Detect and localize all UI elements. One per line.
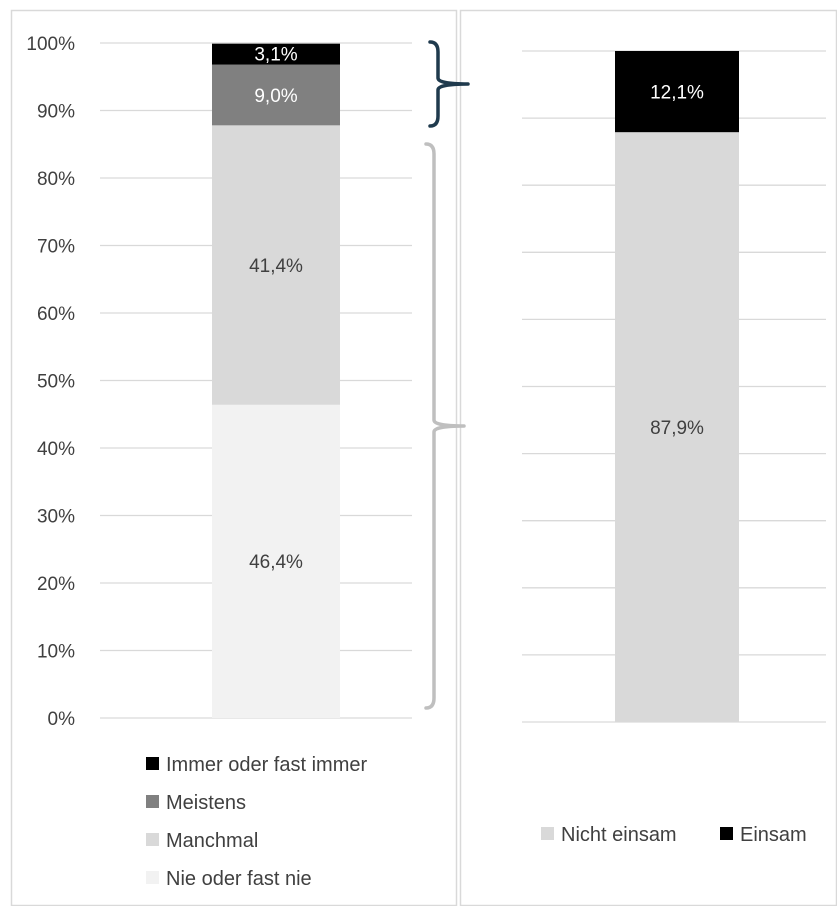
- left-y-tick-label: 90%: [37, 102, 75, 123]
- left-y-tick-label: 10%: [37, 642, 75, 663]
- left-legend-swatch: [146, 833, 159, 846]
- right-legend-swatch: [541, 827, 554, 840]
- left-bar-segment: [212, 125, 340, 405]
- left-legend-label: Immer oder fast immer: [166, 754, 367, 776]
- left-bar-segment: [212, 64, 340, 126]
- right-legend-swatch: [720, 827, 733, 840]
- left-y-tick-label: 80%: [37, 169, 75, 190]
- left-data-label: 9,0%: [254, 86, 297, 107]
- left-bar-segment: [212, 43, 340, 65]
- left-data-label: 41,4%: [249, 256, 303, 277]
- left-y-tick-label: 70%: [37, 237, 75, 258]
- right-legend-label: Einsam: [740, 824, 807, 846]
- top-brace: [428, 40, 470, 128]
- left-legend-swatch: [146, 871, 159, 884]
- left-y-tick-label: 0%: [48, 709, 76, 730]
- left-y-tick-label: 40%: [37, 439, 75, 460]
- right-bar-segment: [615, 132, 739, 723]
- left-data-label: 46,4%: [249, 552, 303, 573]
- left-y-tick-label: 30%: [37, 507, 75, 528]
- left-bar-segment: [212, 404, 340, 718]
- right-data-label: 87,9%: [650, 418, 704, 439]
- right-bar-segment: [615, 51, 739, 133]
- right-legend-label: Nicht einsam: [561, 824, 677, 846]
- left-y-tick-label: 50%: [37, 372, 75, 393]
- left-y-tick-label: 60%: [37, 304, 75, 325]
- bottom-brace: [424, 142, 466, 710]
- left-legend-label: Meistens: [166, 792, 246, 814]
- left-legend-label: Nie oder fast nie: [166, 868, 312, 890]
- left-legend-swatch: [146, 757, 159, 770]
- left-y-tick-label: 100%: [26, 34, 75, 55]
- left-data-label: 3,1%: [254, 44, 297, 65]
- left-legend-swatch: [146, 795, 159, 808]
- right-data-label: 12,1%: [650, 83, 704, 104]
- left-y-tick-label: 20%: [37, 574, 75, 595]
- left-legend-label: Manchmal: [166, 830, 258, 852]
